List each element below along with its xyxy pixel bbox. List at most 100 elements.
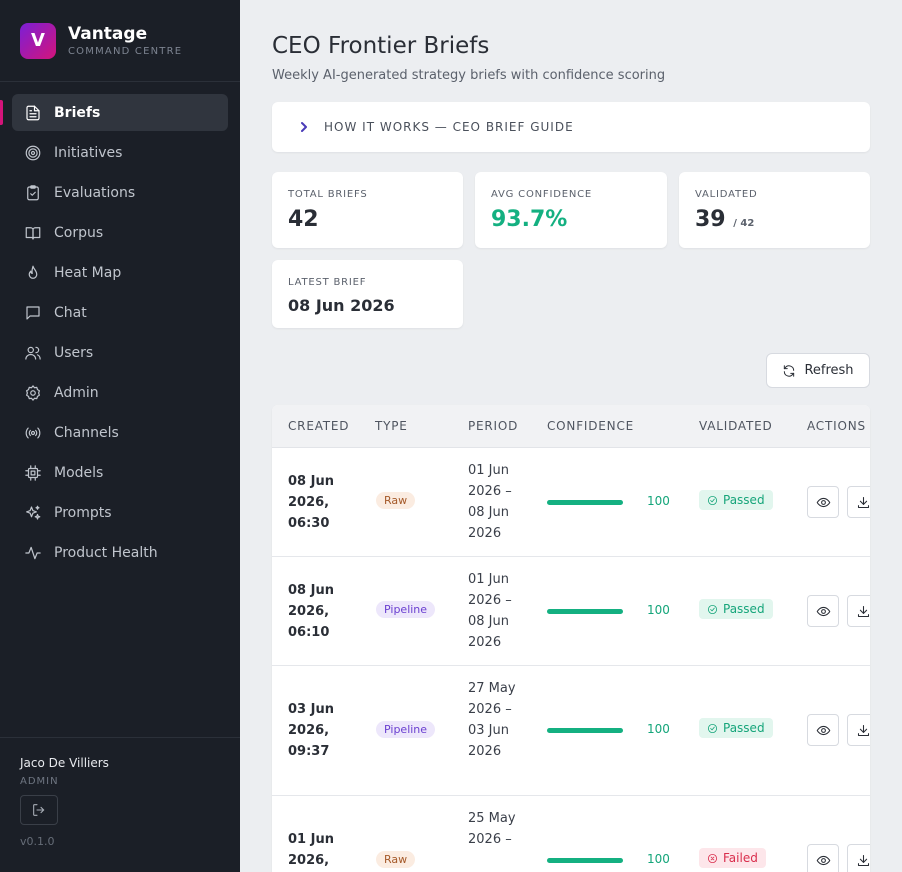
created-date: 01 Jun 2026,: [288, 832, 334, 868]
view-button[interactable]: [807, 844, 839, 872]
confidence-bar: [547, 858, 623, 863]
sidebar-item-label: Admin: [54, 384, 99, 401]
stat-label: VALIDATED: [695, 189, 758, 200]
download-icon: [857, 605, 869, 617]
confidence-bar: [547, 500, 623, 505]
check-circle-icon: [707, 495, 718, 505]
download-button[interactable]: [847, 844, 870, 872]
view-button[interactable]: [807, 486, 839, 518]
column-header-validated[interactable]: VALIDATED: [699, 419, 773, 433]
download-icon: [857, 854, 869, 866]
period-range: 27 May 2026 – 03 Jun 2026: [468, 681, 516, 759]
type-badge: Raw: [376, 851, 416, 868]
confidence-value: 100: [647, 603, 670, 617]
eye-icon: [816, 855, 830, 865]
briefs-table: CREATED TYPE PERIOD CONFIDENCE VALIDATED…: [272, 405, 870, 872]
stat-card-latest-brief: LATEST BRIEF 08 Jun 2026: [272, 260, 463, 328]
column-header-type[interactable]: TYPE: [375, 419, 408, 433]
download-button[interactable]: [847, 486, 870, 518]
sidebar-item-corpus[interactable]: Corpus: [12, 214, 228, 251]
book-open-icon: [24, 224, 42, 242]
logout-button[interactable]: [20, 795, 58, 825]
download-icon: [857, 724, 869, 736]
sidebar-item-chat[interactable]: Chat: [12, 294, 228, 331]
download-button[interactable]: [847, 714, 870, 746]
clipboard-check-icon: [24, 184, 42, 202]
chat-icon: [24, 304, 42, 322]
stat-value-wrap: 39 / 42: [695, 207, 854, 232]
created-date: 03 Jun 2026, 09:37: [288, 702, 334, 759]
sidebar-item-channels[interactable]: Channels: [12, 414, 228, 451]
status-label: Passed: [723, 602, 765, 616]
refresh-button[interactable]: Refresh: [766, 353, 870, 388]
brand-subtitle: COMMAND CENTRE: [68, 46, 183, 57]
table-row[interactable]: 08 Jun 2026, 06:30 Raw 01 Jun 2026 – 08 …: [272, 448, 870, 557]
stat-label: TOTAL BRIEFS: [288, 189, 368, 200]
sidebar-item-evaluations[interactable]: Evaluations: [12, 174, 228, 211]
sidebar-item-label: Corpus: [54, 224, 104, 241]
x-circle-icon: [707, 853, 718, 863]
flame-icon: [24, 264, 42, 282]
table-header: CREATED TYPE PERIOD CONFIDENCE VALIDATED…: [272, 405, 870, 448]
guide-label: HOW IT WORKS — CEO BRIEF GUIDE: [324, 120, 574, 134]
stat-value: 93.7%: [491, 207, 568, 232]
confidence-value: 100: [647, 494, 670, 508]
sidebar-item-label: Briefs: [54, 104, 101, 121]
brand: V Vantage COMMAND CENTRE: [0, 0, 240, 82]
column-header-confidence[interactable]: CONFIDENCE: [547, 419, 635, 433]
sidebar-item-briefs[interactable]: Briefs: [0, 94, 228, 131]
column-header-period[interactable]: PERIOD: [468, 419, 519, 433]
sidebar-item-admin[interactable]: Admin: [12, 374, 228, 411]
stat-value: 39: [695, 207, 726, 232]
sidebar-item-initiatives[interactable]: Initiatives: [12, 134, 228, 171]
page-subtitle: Weekly AI-generated strategy briefs with…: [272, 68, 666, 83]
sidebar-item-users[interactable]: Users: [12, 334, 228, 371]
view-button[interactable]: [807, 595, 839, 627]
activity-icon: [24, 544, 42, 562]
eye-icon: [816, 606, 830, 616]
type-badge: Raw: [376, 492, 416, 509]
sidebar-item-label: Prompts: [54, 504, 112, 521]
app-version: v0.1.0: [20, 835, 55, 848]
sidebar-item-heat-map[interactable]: Heat Map: [12, 254, 228, 291]
created-date: 08 Jun 2026, 06:30: [288, 474, 334, 531]
type-badge: Pipeline: [376, 721, 436, 738]
page-title: CEO Frontier Briefs: [272, 33, 490, 59]
document-icon: [24, 104, 42, 122]
user-role: ADMIN: [20, 776, 59, 787]
brief-guide-toggle[interactable]: HOW IT WORKS — CEO BRIEF GUIDE: [272, 102, 870, 152]
broadcast-icon: [24, 424, 42, 442]
sidebar: V Vantage COMMAND CENTRE Briefs Initiati…: [0, 0, 240, 872]
view-button[interactable]: [807, 714, 839, 746]
brand-name: Vantage: [68, 24, 148, 44]
confidence-bar: [547, 609, 623, 614]
download-button[interactable]: [847, 595, 870, 627]
stat-card-total-briefs: TOTAL BRIEFS 42: [272, 172, 463, 248]
brand-logo[interactable]: V: [20, 22, 56, 59]
status-label: Passed: [723, 493, 765, 507]
target-icon: [24, 144, 42, 162]
user-name: Jaco De Villiers: [20, 756, 109, 770]
sidebar-item-product-health[interactable]: Product Health: [12, 534, 228, 571]
period-range: 25 May 2026 –: [468, 811, 516, 847]
stat-card-avg-confidence: AVG CONFIDENCE 93.7%: [475, 172, 667, 248]
gear-icon: [24, 384, 42, 402]
chevron-right-icon: [298, 121, 310, 133]
sidebar-item-models[interactable]: Models: [12, 454, 228, 491]
sidebar-item-label: Product Health: [54, 544, 158, 561]
main-content: CEO Frontier Briefs Weekly AI-generated …: [272, 0, 870, 872]
period-range: 01 Jun 2026 – 08 Jun 2026: [468, 463, 512, 541]
status-label: Failed: [723, 851, 758, 865]
stat-label: LATEST BRIEF: [288, 277, 367, 288]
column-header-created[interactable]: CREATED: [288, 419, 350, 433]
confidence-value: 100: [647, 852, 670, 866]
table-row[interactable]: 08 Jun 2026, 06:10 Pipeline 01 Jun 2026 …: [272, 557, 870, 666]
table-row[interactable]: 01 Jun 2026, Raw 25 May 2026 – 100 Faile…: [272, 796, 870, 872]
table-row[interactable]: 03 Jun 2026, 09:37 Pipeline 27 May 2026 …: [272, 666, 870, 796]
users-icon: [24, 344, 42, 362]
check-circle-icon: [707, 723, 718, 733]
created-date: 08 Jun 2026, 06:10: [288, 583, 334, 640]
sidebar-item-prompts[interactable]: Prompts: [12, 494, 228, 531]
stat-value: 08 Jun 2026: [288, 296, 395, 315]
status-badge: Passed: [699, 490, 773, 510]
